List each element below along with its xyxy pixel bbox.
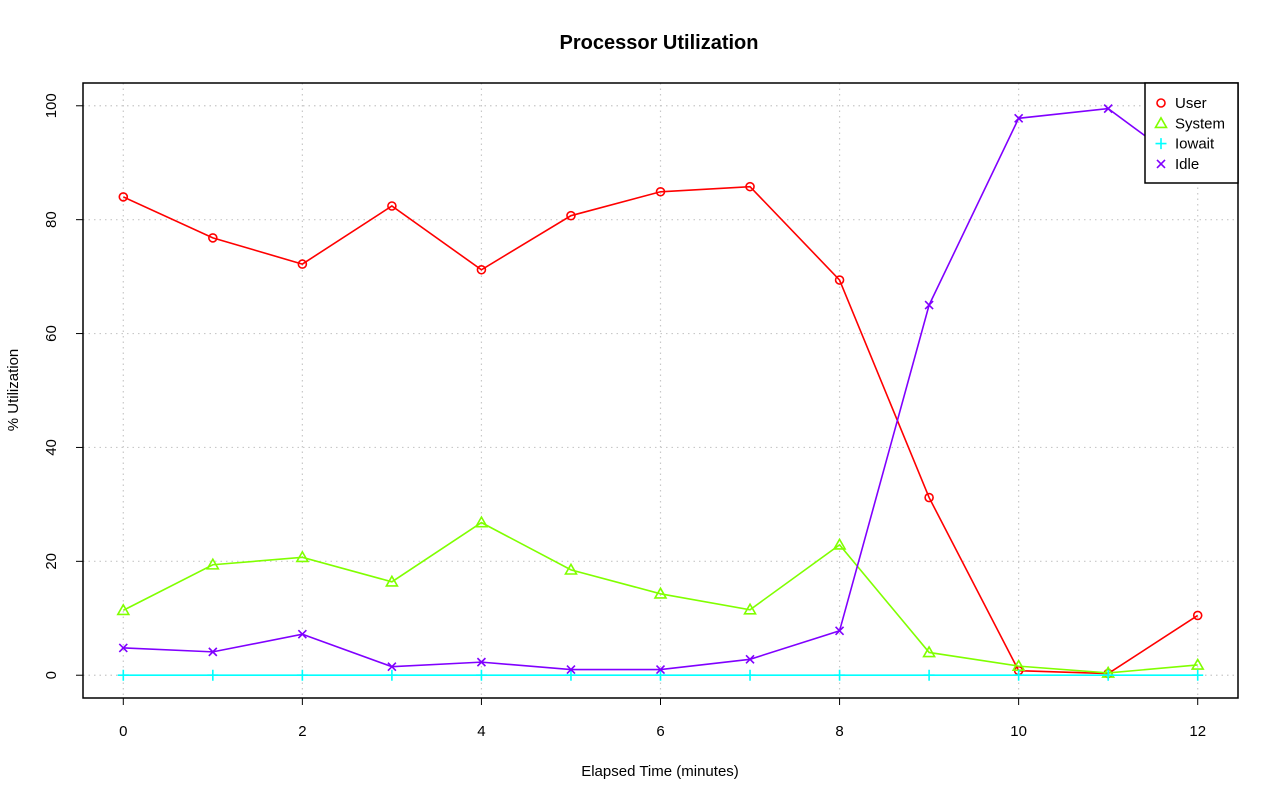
data-point-plus — [296, 669, 308, 681]
series-idle — [118, 104, 1203, 675]
data-point-triangle — [653, 586, 668, 599]
data-point-plus — [475, 669, 487, 681]
data-point-cross — [566, 664, 576, 675]
data-point-circle — [655, 186, 666, 197]
data-point-circle — [1156, 98, 1166, 108]
x-tick-label: 0 — [119, 723, 127, 740]
data-point-cross — [835, 626, 845, 636]
data-point-circle — [1192, 610, 1203, 621]
plot-series — [116, 104, 1205, 681]
data-point-plus — [207, 669, 219, 681]
data-point-triangle — [116, 603, 131, 616]
data-point-cross — [297, 629, 307, 639]
legend-item-iowait: Iowait — [1155, 136, 1215, 153]
x-axis-label: Elapsed Time (minutes) — [581, 763, 739, 780]
data-point-cross — [1103, 104, 1113, 114]
x-tick-label: 10 — [1010, 723, 1027, 740]
data-point-plus — [1013, 669, 1025, 681]
data-point-circle — [208, 233, 218, 243]
data-point-triangle — [564, 562, 578, 575]
data-point-plus — [1155, 138, 1167, 150]
data-point-triangle — [922, 645, 936, 658]
legend-item-idle: Idle — [1156, 156, 1199, 173]
x-axis: 0 2 4 6 8 10 12 — [119, 698, 1206, 740]
series-line-idle — [123, 107, 1199, 671]
data-point-circle — [297, 259, 308, 269]
data-point-cross — [1014, 113, 1024, 123]
data-point-cross — [476, 657, 486, 667]
data-point-cross — [118, 643, 128, 653]
legend-item-system: System — [1154, 115, 1225, 132]
data-point-triangle — [385, 574, 399, 587]
series-system — [116, 515, 1205, 678]
data-point-triangle — [1154, 116, 1168, 129]
y-tick-label: 60 — [43, 325, 60, 342]
x-tick-label: 6 — [656, 723, 664, 740]
legend-label: System — [1175, 115, 1225, 132]
data-point-circle — [745, 181, 755, 192]
data-point-circle — [476, 264, 487, 275]
data-point-triangle — [832, 537, 847, 550]
data-point-plus — [386, 669, 398, 681]
data-point-circle — [834, 275, 845, 285]
data-point-circle — [566, 210, 576, 221]
legend: User System Iowait Idle — [1144, 82, 1239, 184]
data-point-plus — [1192, 669, 1204, 681]
data-point-plus — [923, 669, 935, 681]
legend-item-user: User — [1156, 95, 1207, 112]
y-tick-label: 40 — [43, 439, 60, 456]
data-point-plus — [117, 669, 129, 681]
data-point-circle — [118, 192, 129, 202]
grid — [83, 83, 1238, 698]
data-point-triangle — [205, 557, 220, 570]
data-point-plus — [834, 669, 846, 681]
y-tick-label: 20 — [43, 553, 60, 570]
data-point-cross — [924, 300, 934, 310]
y-tick-label: 100 — [43, 93, 60, 118]
y-axis: 0 20 40 60 80 100 — [43, 93, 83, 679]
data-point-circle — [924, 492, 934, 503]
data-point-plus — [565, 669, 577, 681]
series-line-system — [122, 521, 1198, 674]
chart-title: Processor Utilization — [560, 32, 759, 54]
data-point-circle — [387, 201, 397, 211]
x-tick-label: 12 — [1189, 723, 1206, 740]
legend-label: User — [1175, 95, 1207, 112]
data-point-triangle — [295, 550, 310, 563]
data-point-plus — [655, 669, 666, 681]
data-point-cross — [208, 647, 218, 657]
y-tick-label: 0 — [43, 671, 60, 679]
y-axis-label: % Utilization — [5, 349, 22, 432]
series-iowait — [117, 669, 1204, 681]
data-point-plus — [1102, 669, 1114, 681]
data-point-cross — [387, 662, 397, 672]
data-point-cross — [745, 654, 755, 664]
x-tick-label: 4 — [477, 723, 485, 740]
data-point-triangle — [1190, 657, 1205, 670]
y-tick-label: 80 — [43, 211, 60, 228]
data-point-triangle — [474, 515, 489, 528]
data-point-plus — [744, 669, 756, 681]
x-tick-label: 8 — [835, 723, 843, 740]
legend-label: Iowait — [1175, 136, 1215, 153]
x-tick-label: 2 — [298, 723, 306, 740]
data-point-cross — [655, 664, 666, 675]
data-point-cross — [1156, 159, 1166, 169]
data-point-triangle — [743, 602, 757, 615]
legend-label: Idle — [1175, 156, 1199, 173]
